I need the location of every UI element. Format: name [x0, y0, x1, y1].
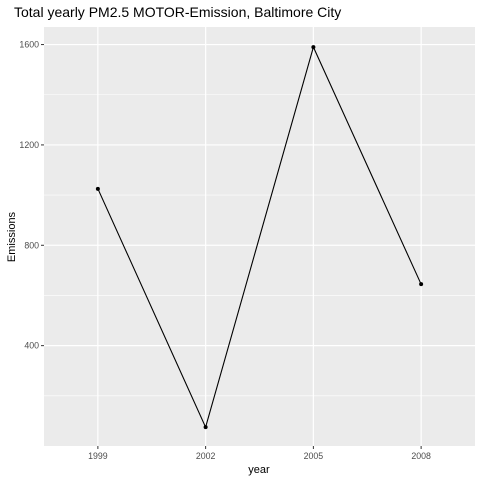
- data-point: [419, 282, 424, 287]
- x-axis-title: year: [248, 464, 270, 476]
- data-point: [203, 425, 208, 430]
- chart-title: Total yearly PM2.5 MOTOR-Emission, Balti…: [14, 4, 341, 20]
- y-tick-label: 1200: [19, 140, 39, 150]
- data-point: [311, 45, 316, 50]
- y-axis-title: Emissions: [6, 211, 18, 262]
- y-tick-label: 1600: [19, 40, 39, 50]
- data-point: [95, 186, 100, 191]
- x-tick-label: 2002: [196, 451, 216, 461]
- x-tick-label: 1999: [88, 451, 108, 461]
- x-tick-label: 2008: [411, 451, 431, 461]
- series-line: [97, 45, 422, 429]
- x-tick-label: 2005: [304, 451, 324, 461]
- y-tick-label: 400: [24, 341, 39, 351]
- y-tick-label: 800: [24, 240, 39, 250]
